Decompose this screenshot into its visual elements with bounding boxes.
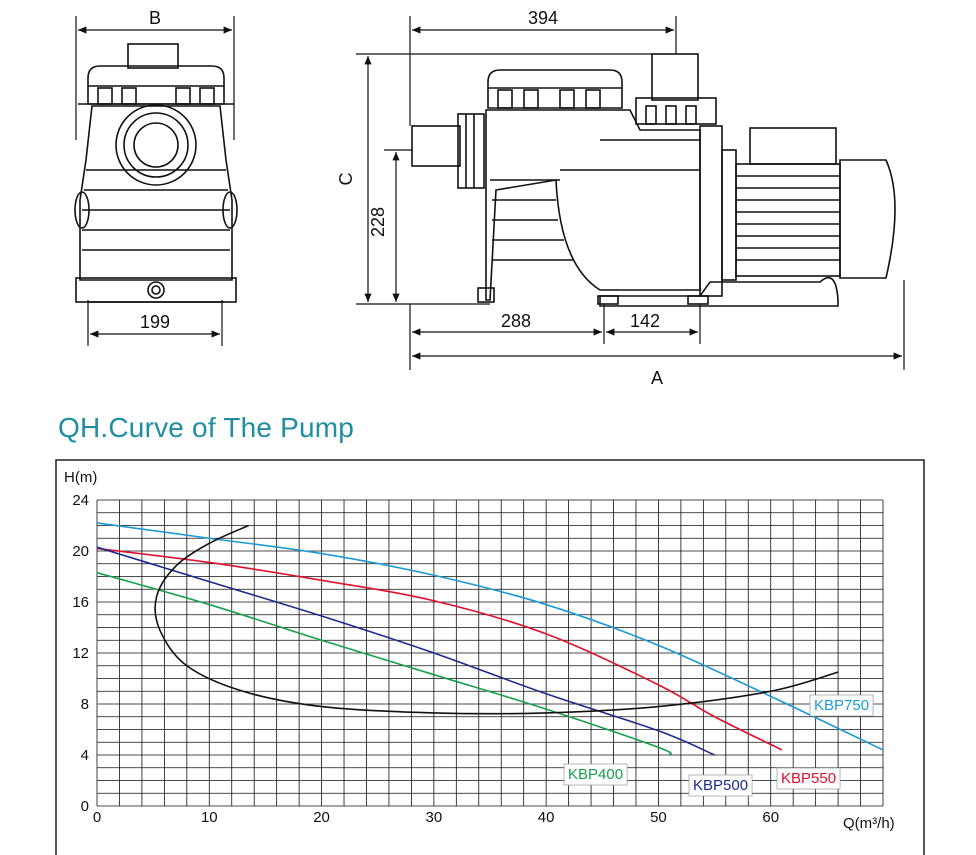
side-top-dimension <box>409 16 677 126</box>
pump-side-view <box>411 53 896 307</box>
front-base-dimension <box>87 300 223 346</box>
y-tick-label: 16 <box>72 594 89 611</box>
pump-technical-drawing: B 199 <box>74 8 905 388</box>
series-label-box <box>688 774 753 797</box>
side-top-label: 394 <box>528 8 558 28</box>
x-tick-label: 20 <box>313 809 330 826</box>
series-line-kbp500 <box>96 546 715 756</box>
x-axis-label: Q(m³/h) <box>843 815 895 832</box>
front-width-dimension <box>75 16 235 140</box>
x-tick-label: 40 <box>538 809 555 826</box>
side-base-dimension <box>409 280 905 370</box>
side-height-label: C <box>336 173 356 186</box>
x-tick-label: 10 <box>201 809 218 826</box>
chart-frame <box>55 459 925 855</box>
y-tick-label: 8 <box>81 696 89 713</box>
side-base-left-label: 288 <box>501 311 531 331</box>
x-tick-label: 0 <box>93 809 101 826</box>
y-tick-label: 24 <box>72 492 89 509</box>
series-label-box <box>563 763 628 786</box>
x-tick-label: 60 <box>762 809 779 826</box>
side-inlet-height-label: 228 <box>368 207 388 237</box>
y-tick-label: 12 <box>72 645 89 662</box>
series-label-box <box>809 694 874 717</box>
series-label-kbp550: KBP550 <box>781 770 836 787</box>
x-tick-label: 30 <box>426 809 443 826</box>
y-tick-label: 0 <box>81 798 89 815</box>
x-tick-label: 50 <box>650 809 667 826</box>
series-line-system-curve <box>154 524 839 715</box>
series-label-box <box>776 767 841 790</box>
side-inlet-height-dimension <box>384 149 412 302</box>
front-base-label: 199 <box>140 312 170 332</box>
side-height-dimension <box>356 53 652 305</box>
chart-grid <box>96 499 884 807</box>
y-tick-label: 4 <box>81 747 89 764</box>
side-length-label: A <box>651 368 663 388</box>
side-base-right-label: 142 <box>630 311 660 331</box>
y-axis-label: H(m) <box>64 469 97 486</box>
chart-title: QH.Curve of The Pump <box>58 412 355 443</box>
pump-front-view <box>74 43 238 303</box>
series-label-kbp750: KBP750 <box>814 697 869 714</box>
series-label-kbp500: KBP500 <box>693 777 748 794</box>
chart-labels: KBP750 KBP550 KBP500 KBP400 <box>563 694 874 797</box>
series-label-kbp400: KBP400 <box>568 766 623 783</box>
front-width-label: B <box>149 8 161 28</box>
series-line-kbp550 <box>96 547 783 751</box>
series-line-kbp750 <box>96 522 884 751</box>
chart-axes: 0 10 20 30 40 50 60 0 4 8 12 16 20 24 H(m) Q(m³/h) <box>64 469 895 832</box>
y-tick-label: 20 <box>72 543 89 560</box>
chart-series <box>96 522 884 756</box>
series-line-kbp400 <box>96 571 672 756</box>
